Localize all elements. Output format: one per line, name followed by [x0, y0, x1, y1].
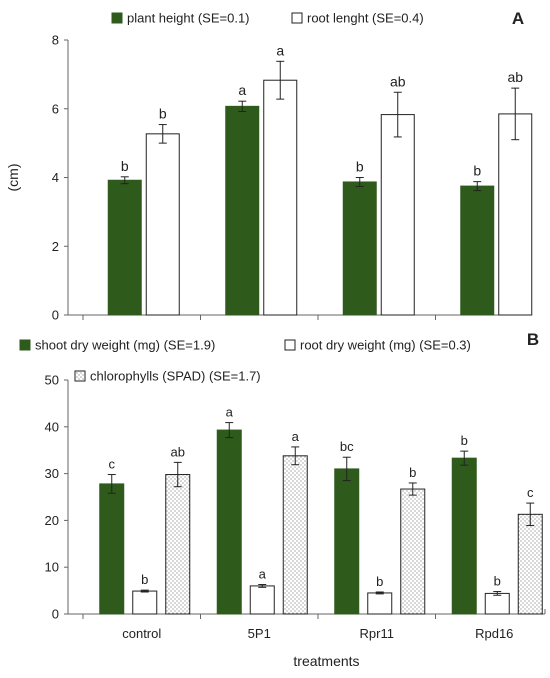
panel-letter: A [512, 9, 524, 28]
significance-letter: ab [390, 73, 406, 89]
bar-dotted [400, 488, 426, 615]
significance-letter: b [494, 574, 501, 589]
significance-letter: c [527, 485, 534, 500]
legend-swatch [19, 339, 31, 351]
bar-hollow [145, 133, 180, 316]
legend-swatch [111, 12, 123, 24]
significance-letter: c [109, 457, 116, 472]
panel-letter: B [527, 330, 539, 349]
bar-hollow [380, 114, 415, 316]
x-tick-label: control [122, 626, 161, 641]
y-tick-label: 20 [45, 513, 59, 528]
significance-letter: b [376, 574, 383, 589]
significance-letter: a [276, 42, 284, 58]
bar-solid [216, 429, 242, 615]
legend-label: plant height (SE=0.1) [127, 11, 250, 26]
y-tick-label: 10 [45, 560, 59, 575]
significance-letter: b [356, 159, 364, 175]
legend-swatch [74, 370, 86, 382]
significance-letter: ab [507, 69, 523, 85]
bar-hollow [498, 113, 533, 316]
x-tick-label: Rpr11 [360, 626, 394, 641]
y-tick-label: 0 [52, 607, 59, 622]
significance-letter: b [473, 163, 481, 179]
legend-swatch [291, 12, 303, 24]
bar-solid [451, 457, 477, 615]
bar-solid [460, 185, 495, 316]
y-tick-label: 6 [52, 101, 59, 116]
bar-solid [107, 179, 142, 316]
bar-hollow [263, 79, 298, 316]
significance-letter: bc [340, 439, 354, 454]
significance-letter: b [141, 572, 148, 587]
significance-letter: b [461, 433, 468, 448]
bar-solid [334, 468, 360, 615]
x-axis-title: treatments [293, 653, 359, 669]
significance-letter: b [121, 158, 129, 174]
bar-solid [99, 483, 125, 615]
x-tick-label: Rpd16 [475, 626, 513, 641]
bar-hollow [484, 592, 510, 615]
legend-label: chlorophylls (SPAD) (SE=1.7) [90, 369, 261, 384]
significance-letter: a [238, 82, 246, 98]
x-tick-label: 5P1 [248, 626, 271, 641]
significance-letter: ab [171, 444, 185, 459]
y-tick-label: 0 [52, 308, 59, 323]
legend-label: shoot dry weight (mg) (SE=1.9) [35, 338, 215, 353]
y-axis-title: (cm) [5, 164, 21, 192]
significance-letter: a [292, 429, 300, 444]
y-tick-label: 30 [45, 466, 59, 481]
significance-letter: b [159, 106, 167, 122]
bar-hollow [249, 585, 275, 615]
bar-solid [342, 181, 377, 316]
bar-hollow [132, 590, 158, 615]
bar-dotted [517, 513, 543, 615]
bar-dotted [165, 474, 191, 615]
y-tick-label: 8 [52, 33, 59, 48]
significance-letter: a [226, 405, 234, 420]
legend-label: root dry weight (mg) (SE=0.3) [300, 338, 471, 353]
bar-solid [225, 105, 260, 316]
significance-letter: a [259, 567, 267, 582]
y-tick-label: 4 [52, 170, 59, 185]
y-tick-label: 50 [45, 373, 59, 388]
legend-swatch [284, 339, 296, 351]
legend-label: root lenght (SE=0.4) [307, 11, 424, 26]
y-tick-label: 2 [52, 239, 59, 254]
bar-hollow [367, 592, 393, 615]
significance-letter: b [409, 465, 416, 480]
y-tick-label: 40 [45, 419, 59, 434]
bar-dotted [282, 455, 308, 615]
